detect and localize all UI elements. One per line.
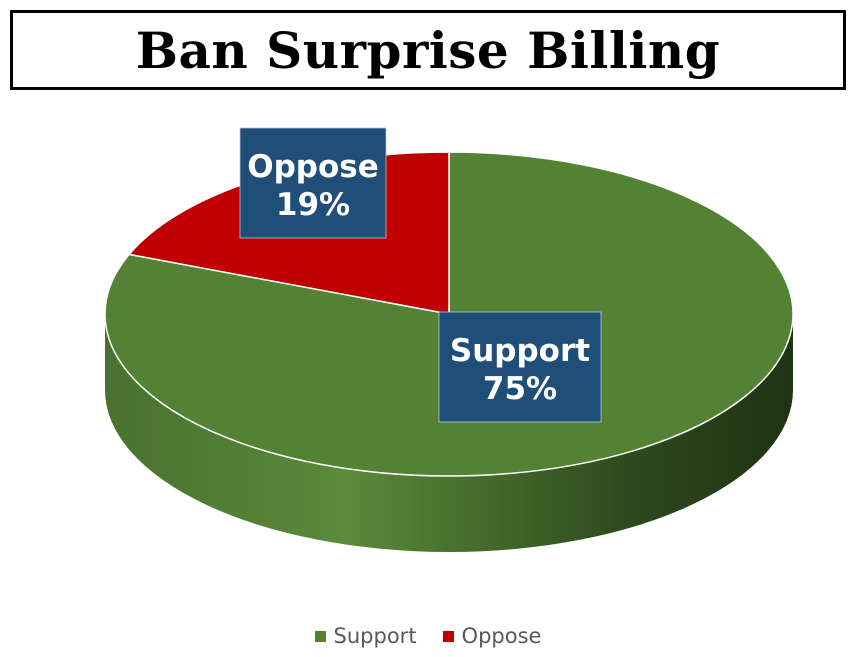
data-label-name-oppose: Oppose — [247, 149, 379, 185]
pie-side-wall — [105, 314, 793, 552]
chart-title-box: Ban Surprise Billing — [10, 10, 846, 90]
legend-item-support: Support — [314, 624, 417, 648]
chart-title: Ban Surprise Billing — [135, 20, 721, 80]
chart-legend: Support Oppose — [0, 624, 856, 648]
legend-label-oppose: Oppose — [461, 624, 542, 648]
data-label-box-oppose — [239, 127, 387, 239]
support-slice-side — [105, 314, 793, 552]
data-label-box-support — [438, 311, 602, 423]
legend-item-oppose: Oppose — [442, 624, 542, 648]
legend-swatch-support — [314, 630, 326, 642]
legend-label-support: Support — [333, 624, 417, 648]
data-label-value-support: 75% — [483, 371, 557, 407]
data-label-name-support: Support — [450, 333, 590, 369]
legend-swatch-oppose — [442, 630, 454, 642]
data-label-value-oppose: 19% — [276, 187, 350, 223]
